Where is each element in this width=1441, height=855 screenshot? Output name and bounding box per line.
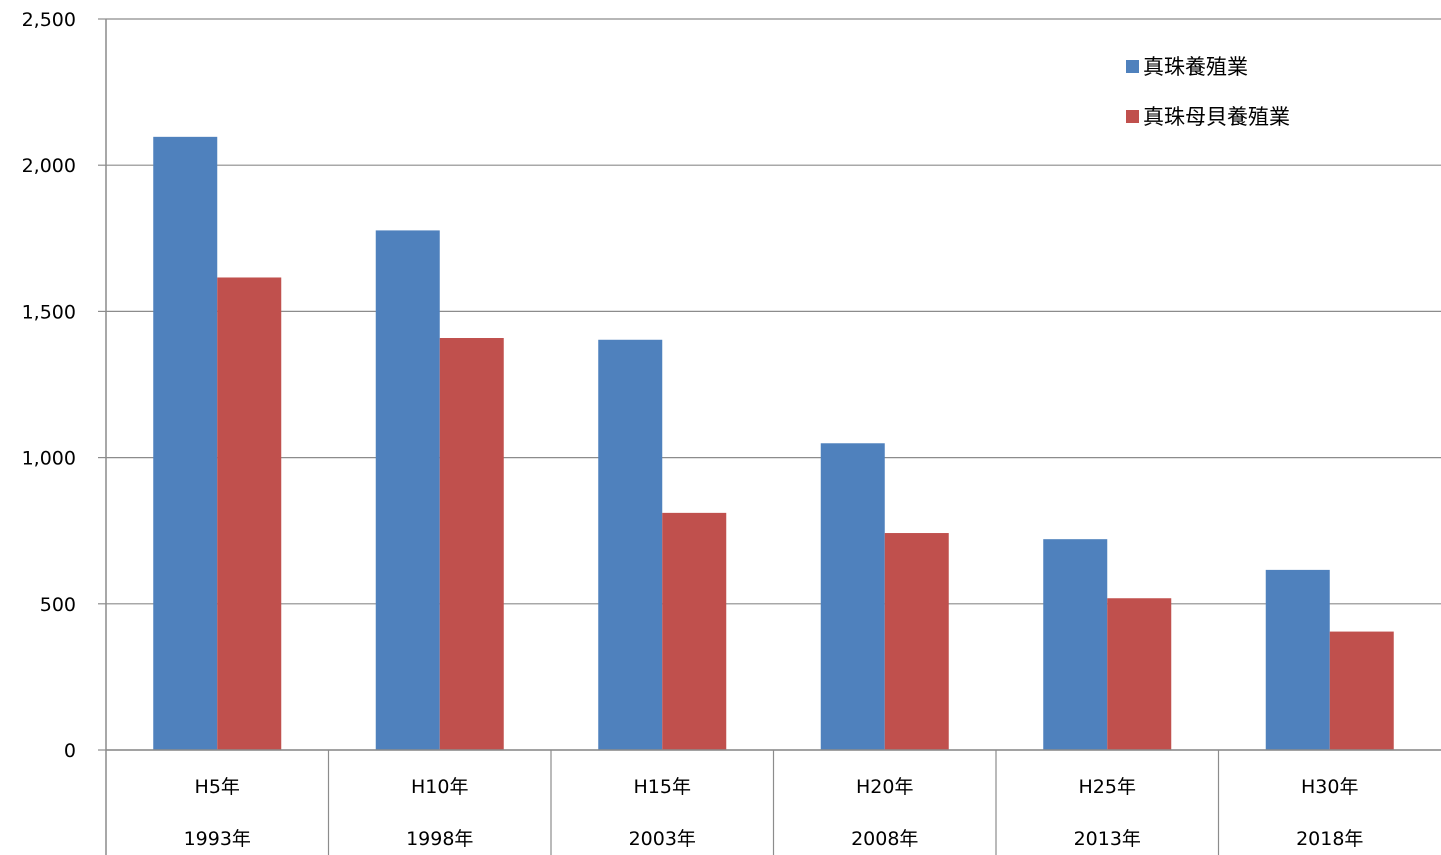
x-category-label-5: H30年: [1301, 776, 1358, 798]
y-axis-ticks: 0 500 1,000 1,500 2,000 2,500: [22, 9, 76, 762]
x-category-label-3: H20年: [856, 776, 913, 798]
y-tick-label-3: 1,500: [22, 301, 76, 323]
x-category-label-4: H25年: [1079, 776, 1136, 798]
x-axis-categories: H5年 1993年 H10年 1998年 H15年 2003年 H20年 2008年 H25年 2…: [184, 776, 1364, 850]
bars: [153, 136, 1394, 750]
x-category-label-2: H15年: [634, 776, 691, 798]
x-category-label-0: H5年: [195, 776, 240, 798]
x-year-label-0: 1993年: [184, 828, 251, 850]
bar-mother-shell-culture-0: [217, 277, 282, 750]
y-tick-label-0: 0: [64, 740, 76, 762]
bar-mother-shell-culture-5: [1329, 631, 1394, 750]
y-tick-label-1: 500: [40, 594, 76, 616]
y-tick-label-5: 2,500: [22, 9, 76, 31]
x-year-label-5: 2018年: [1296, 828, 1363, 850]
bar-mother-shell-culture-1: [439, 338, 504, 750]
x-year-label-4: 2013年: [1074, 828, 1141, 850]
x-year-label-2: 2003年: [629, 828, 696, 850]
bar-pearl-culture-1: [375, 230, 440, 750]
legend-swatch-0: [1126, 60, 1139, 73]
x-year-label-1: 1998年: [406, 828, 473, 850]
bar-pearl-culture-5: [1265, 569, 1330, 750]
bar-mother-shell-culture-3: [884, 533, 949, 750]
y-tick-label-4: 2,000: [22, 155, 76, 177]
legend-swatch-1: [1126, 110, 1139, 123]
x-year-label-3: 2008年: [851, 828, 918, 850]
legend-label-0: 真珠養殖業: [1143, 55, 1248, 79]
bar-pearl-culture-2: [598, 339, 663, 750]
y-tick-label-2: 1,000: [22, 448, 76, 470]
bar-pearl-culture-0: [153, 136, 218, 750]
x-category-label-1: H10年: [411, 776, 468, 798]
bar-mother-shell-culture-4: [1107, 598, 1172, 750]
bar-mother-shell-culture-2: [662, 512, 727, 750]
bar-pearl-culture-3: [820, 443, 885, 750]
legend-label-1: 真珠母貝養殖業: [1143, 105, 1290, 129]
axes: [98, 18, 1441, 855]
bar-pearl-culture-4: [1043, 539, 1108, 750]
